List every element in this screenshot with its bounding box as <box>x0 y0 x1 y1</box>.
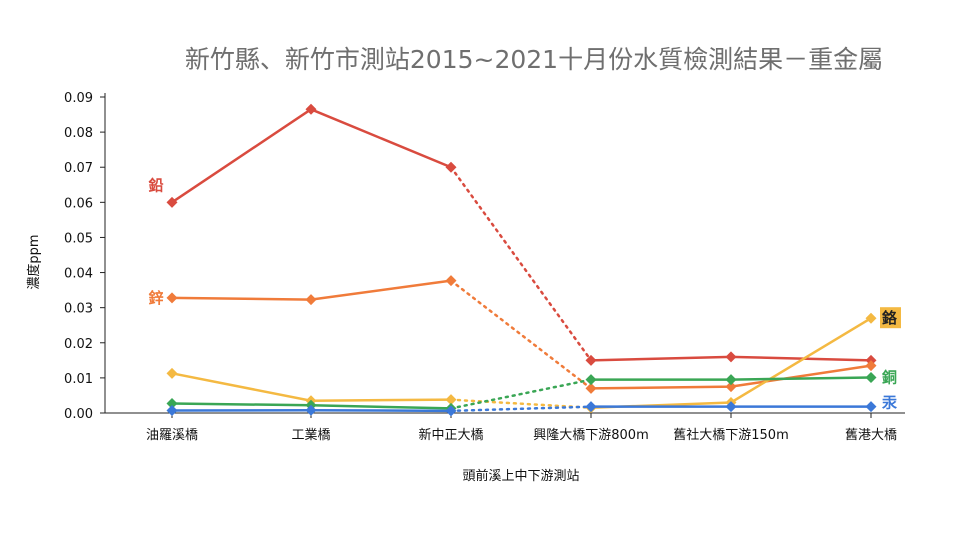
series-label: 鋅 <box>148 289 163 307</box>
data-point <box>305 294 317 306</box>
data-point <box>725 401 737 413</box>
data-point <box>166 398 178 410</box>
x-tick-label: 新中正大橋 <box>418 427 483 443</box>
series-gap-line <box>449 165 593 362</box>
series-label: 鉛 <box>148 176 163 194</box>
data-point <box>865 360 877 372</box>
series-line <box>171 107 452 204</box>
series-line <box>590 317 872 409</box>
series-汞: 汞 <box>166 394 898 417</box>
data-point <box>166 196 178 208</box>
y-tick-label: 0.04 <box>64 267 93 282</box>
series-gap-line <box>449 378 593 410</box>
x-tick-label: 舊社大橋下游150m <box>673 427 788 443</box>
x-tick-label: 工業橋 <box>291 427 330 443</box>
x-tick-label: 舊港大橋 <box>845 428 897 443</box>
x-axis-title: 頭前溪上中下游測站 <box>462 468 579 484</box>
data-point <box>305 404 317 416</box>
series-label: 銅 <box>882 369 897 387</box>
y-tick-label: 0.06 <box>64 196 93 211</box>
y-tick-label: 0.00 <box>64 407 93 422</box>
data-point <box>445 161 457 173</box>
data-point <box>585 374 597 386</box>
series-label-bg <box>880 307 901 329</box>
data-point <box>585 382 597 394</box>
data-point <box>725 374 737 386</box>
y-tick-label: 0.07 <box>64 161 93 176</box>
y-tick-label: 0.05 <box>64 231 93 246</box>
y-axis-title: 濃度ppm <box>26 234 42 289</box>
data-point <box>725 381 737 393</box>
data-point <box>445 405 457 417</box>
data-point <box>445 394 457 406</box>
series-gap-line <box>449 279 593 390</box>
series-label: 鉻 <box>882 309 898 327</box>
series-gap-line <box>449 398 593 409</box>
series-gap-line <box>449 405 593 413</box>
data-point <box>725 351 737 363</box>
data-point <box>865 401 877 413</box>
y-tick-label: 0.03 <box>64 302 93 317</box>
y-tick-label: 0.08 <box>64 126 93 141</box>
data-point <box>166 367 178 379</box>
data-point <box>166 292 178 304</box>
x-tick-label: 興隆大橋下游800m <box>533 428 648 443</box>
x-tick-label: 油羅溪橋 <box>146 428 198 443</box>
y-tick-label: 0.01 <box>64 372 93 387</box>
data-point <box>445 275 457 287</box>
y-tick-label: 0.09 <box>64 91 93 106</box>
data-point <box>585 401 597 413</box>
data-point <box>305 103 317 115</box>
axes <box>104 93 905 414</box>
data-point <box>865 372 877 384</box>
series-鉻: 鉻 <box>166 307 901 414</box>
y-tick-label: 0.02 <box>64 337 93 352</box>
series-鋅: 鋅 <box>148 275 877 394</box>
data-point <box>166 405 178 417</box>
series-label: 汞 <box>882 394 898 412</box>
y-ticks: 0.00 0.01 0.02 0.03 0.04 0.05 0.06 0.07 0.08 0.09 <box>64 91 105 422</box>
data-point <box>865 312 877 324</box>
x-ticks: 油羅溪橋 工業橋 新中正大橋 興隆大橋下游800m 舊社大橋下游150m 舊港大橋 <box>146 413 897 443</box>
series-銅: 銅 <box>166 369 897 414</box>
chart-title: 新竹縣、新竹市測站2015~2021十月份水質檢測結果－重金屬 <box>185 45 883 74</box>
data-point <box>585 354 597 366</box>
